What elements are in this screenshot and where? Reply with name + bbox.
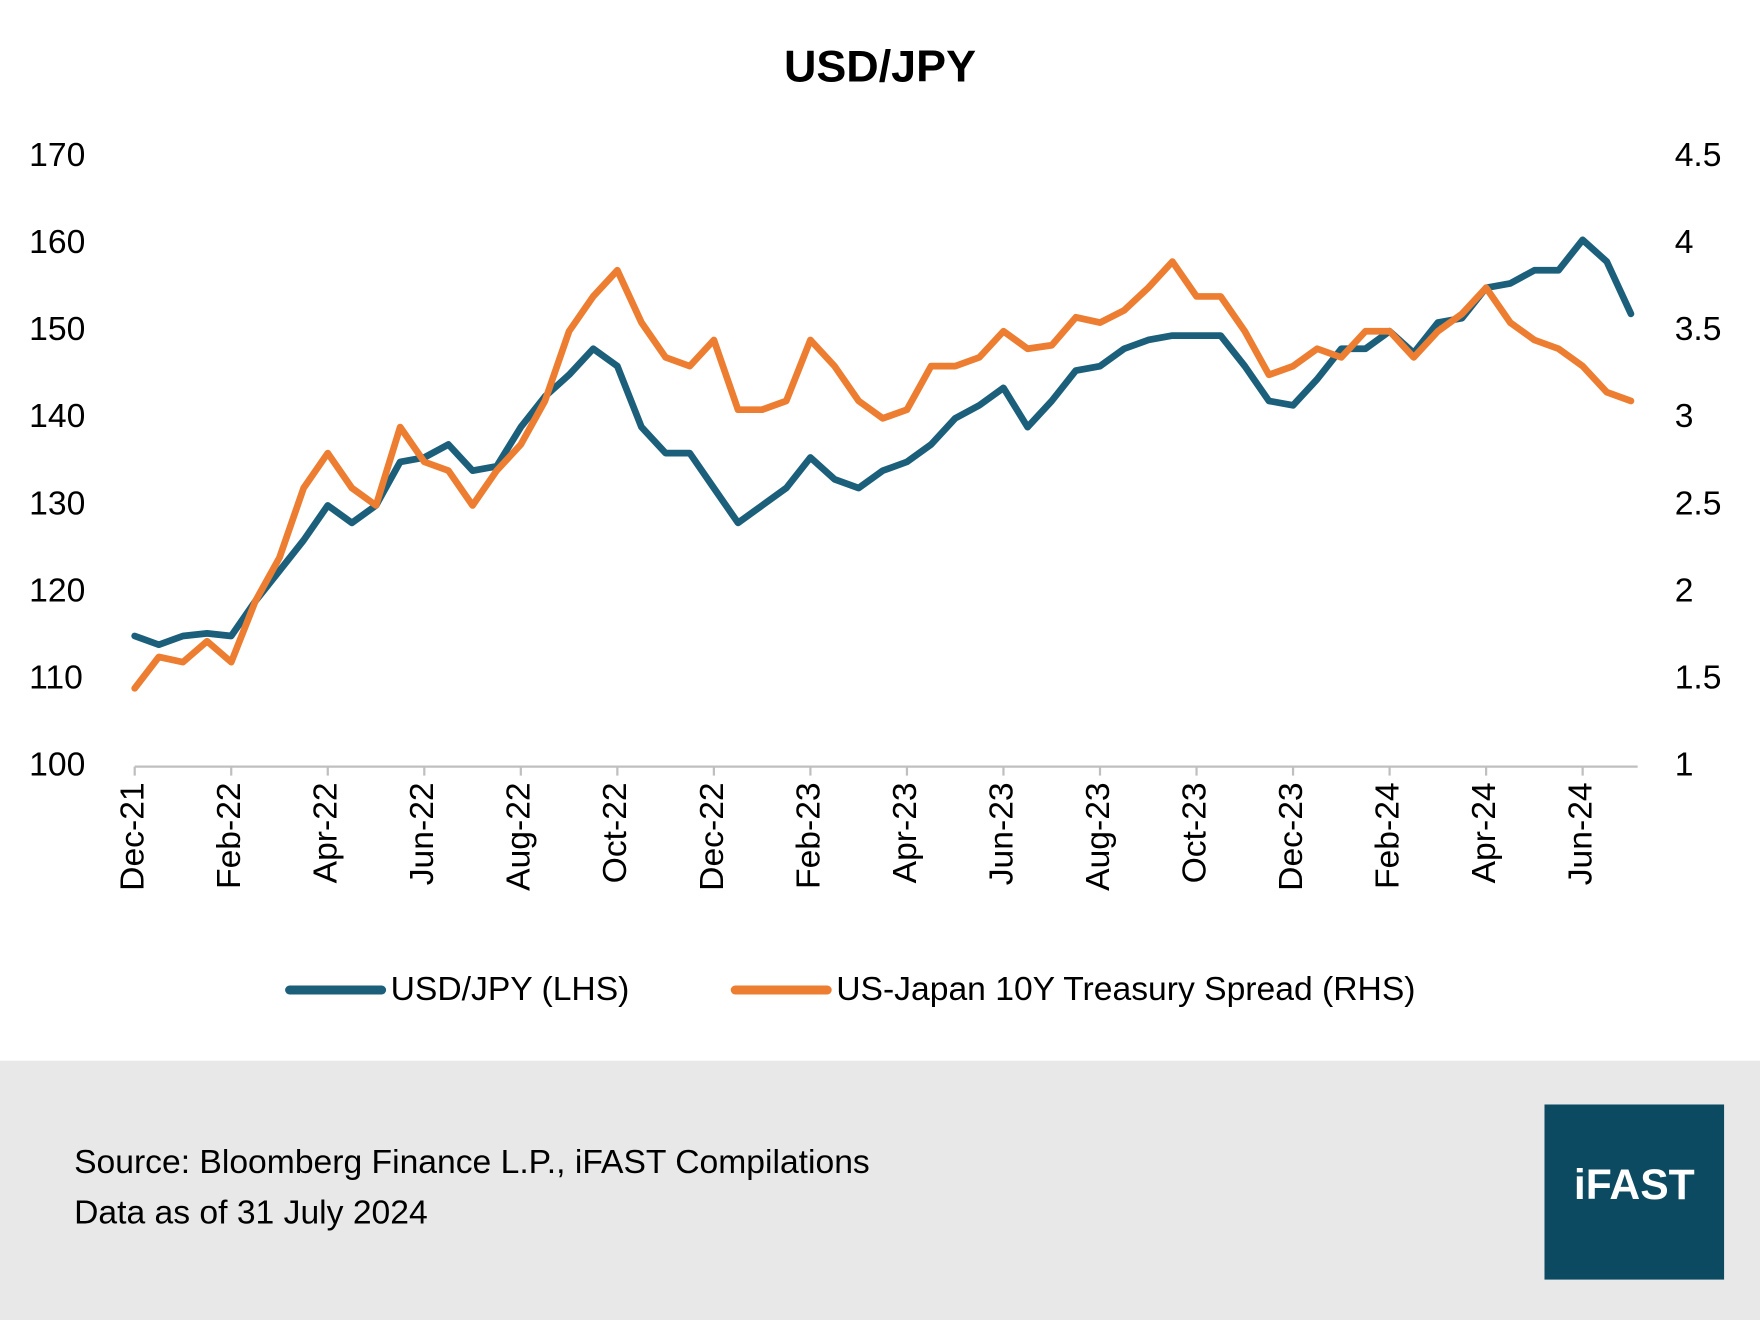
legend-label: USD/JPY (LHS): [391, 971, 630, 1008]
x-tick-label: Apr-23: [887, 782, 924, 883]
logo-text: iFAST: [1574, 1161, 1695, 1209]
y-tick-label: 140: [29, 398, 85, 435]
x-tick-label: Jun-22: [404, 782, 441, 885]
x-tick-label: Dec-22: [694, 782, 731, 891]
x-tick-label: Apr-22: [308, 782, 345, 883]
x-tick-label: Dec-21: [115, 782, 152, 891]
y2-tick-label: 3.5: [1675, 311, 1722, 348]
y2-tick-label: 4.5: [1675, 137, 1722, 174]
y2-tick-label: 2: [1675, 572, 1694, 609]
x-tick-label: Oct-23: [1176, 782, 1213, 883]
footer-background: [0, 1060, 1760, 1320]
y2-tick-label: 4: [1675, 224, 1694, 261]
x-tick-label: Dec-23: [1273, 782, 1310, 891]
y2-tick-label: 1: [1675, 747, 1694, 784]
chart-background: [0, 0, 1760, 1061]
y2-tick-label: 3: [1675, 398, 1694, 435]
y-tick-label: 160: [29, 224, 85, 261]
y-tick-label: 150: [29, 311, 85, 348]
x-tick-label: Aug-22: [501, 782, 538, 891]
x-tick-label: Jun-24: [1563, 782, 1600, 885]
y-tick-label: 130: [29, 485, 85, 522]
series-line: [131, 236, 1635, 649]
legend-label: US-Japan 10Y Treasury Spread (RHS): [836, 971, 1415, 1008]
x-tick-label: Feb-23: [790, 782, 827, 889]
x-tick-label: Feb-24: [1369, 782, 1406, 889]
y-tick-label: 110: [29, 659, 83, 696]
logo-box: [1544, 1104, 1725, 1280]
y-tick-label: 120: [29, 572, 85, 609]
x-tick-label: Apr-24: [1466, 782, 1503, 883]
x-tick-label: Jun-23: [983, 782, 1020, 885]
x-tick-label: Aug-23: [1080, 782, 1117, 891]
x-tick-label: Oct-22: [597, 782, 634, 883]
source-note: Source: Bloomberg Finance L.P., iFAST Co…: [74, 1144, 870, 1181]
y-tick-label: 170: [29, 137, 85, 174]
series-line: [131, 258, 1635, 692]
y2-tick-label: 1.5: [1675, 659, 1722, 696]
y2-tick-label: 2.5: [1675, 485, 1722, 522]
chart-title: USD/JPY: [784, 40, 976, 91]
x-tick-label: Feb-22: [211, 782, 248, 889]
y-tick-label: 100: [29, 747, 85, 784]
date-note: Data as of 31 July 2024: [74, 1194, 428, 1231]
